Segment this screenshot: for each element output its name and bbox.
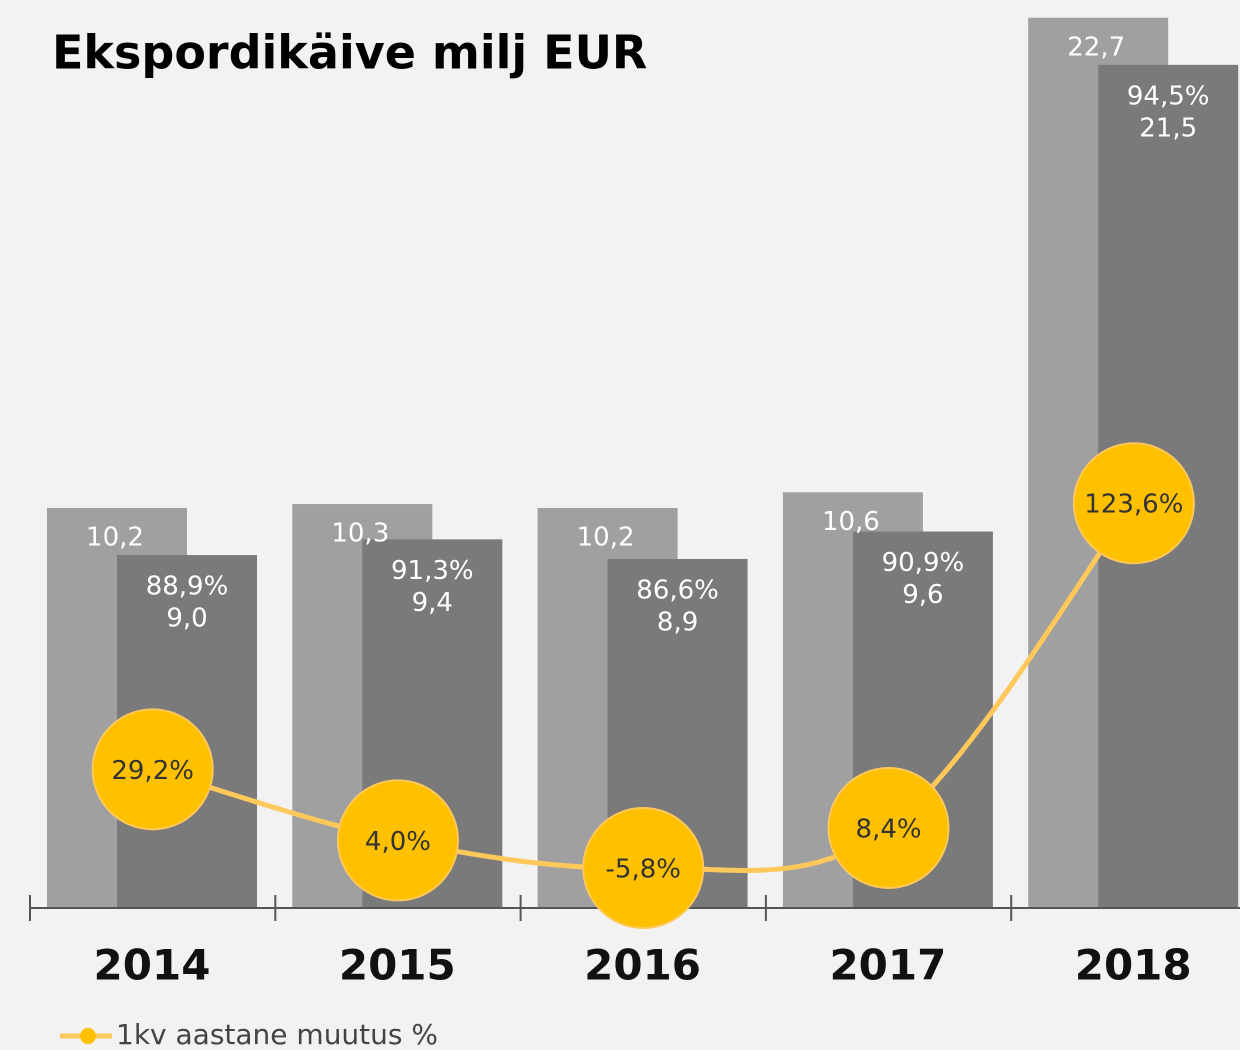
share-label: 91,3% <box>391 556 474 586</box>
bar-label: 8,9 <box>657 607 698 637</box>
line-label: 123,6% <box>1084 490 1183 520</box>
bar-label: 9,0 <box>166 604 207 634</box>
legend-marker <box>80 1028 96 1044</box>
line-label: 8,4% <box>856 814 922 844</box>
x-tick-label: 2014 <box>94 941 211 990</box>
share-label: 88,9% <box>146 572 229 602</box>
marker <box>91 708 214 831</box>
marker <box>336 779 459 902</box>
share-label: 90,9% <box>882 548 965 578</box>
bar-label: 9,4 <box>412 588 453 618</box>
x-tick-label: 2017 <box>829 941 946 990</box>
line-label: 4,0% <box>365 827 431 857</box>
marker <box>1072 442 1195 565</box>
legend-label: 1kv aastane muutus % <box>116 1018 438 1050</box>
bar-label: 10,2 <box>577 522 635 552</box>
x-tick-label: 2015 <box>339 941 456 990</box>
bar-label: 10,3 <box>331 519 389 549</box>
share-label: 94,5% <box>1127 81 1210 111</box>
x-tick-label: 2018 <box>1075 941 1192 990</box>
line-label: -5,8% <box>606 854 681 884</box>
chart-title: Ekspordikäive milj EUR <box>52 26 647 80</box>
bar-label: 21,5 <box>1139 113 1197 143</box>
x-tick-label: 2016 <box>584 941 701 990</box>
bar-label: 9,6 <box>902 580 943 610</box>
bar-label: 22,7 <box>1067 32 1125 62</box>
line-label: 29,2% <box>111 756 194 786</box>
bar-label: 10,6 <box>822 507 880 537</box>
marker <box>582 806 705 929</box>
marker <box>827 766 950 889</box>
share-label: 86,6% <box>636 575 719 605</box>
bar-label: 10,2 <box>86 522 144 552</box>
